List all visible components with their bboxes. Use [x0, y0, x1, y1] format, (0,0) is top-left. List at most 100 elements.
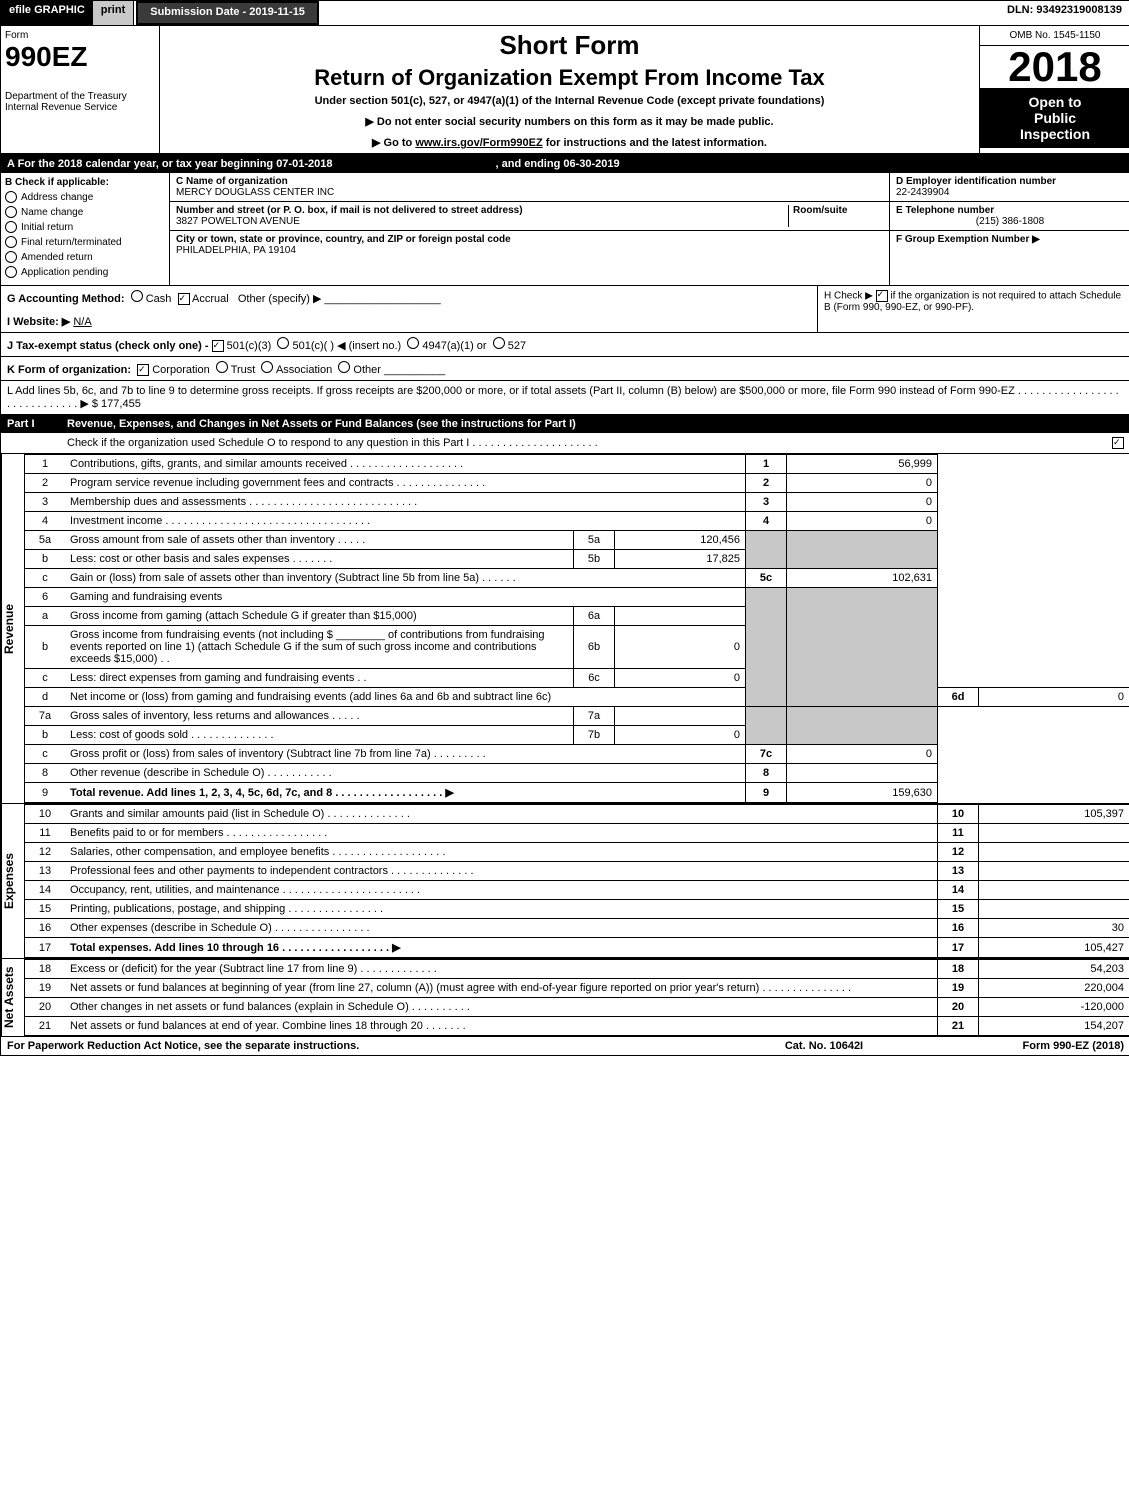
line-desc: Other changes in net assets or fund bala… — [65, 998, 938, 1017]
line-num: 3 — [25, 493, 66, 512]
sub-ref: 5b — [574, 550, 615, 569]
city-label: City or town, state or province, country… — [176, 234, 883, 245]
form-label: Form — [5, 30, 155, 41]
j-opt3: 4947(a)(1) or — [422, 340, 486, 352]
line-val: 30 — [979, 919, 1129, 938]
cb-527[interactable] — [493, 337, 505, 349]
section-k: K Form of organization: Corporation Trus… — [1, 357, 1129, 381]
k-label: K Form of organization: — [7, 364, 131, 376]
line-desc: Professional fees and other payments to … — [65, 862, 938, 881]
cb-final-return[interactable]: Final return/terminated — [5, 236, 165, 248]
line-desc: Investment income . . . . . . . . . . . … — [65, 512, 746, 531]
tax-period: A For the 2018 calendar year, or tax yea… — [1, 155, 1129, 173]
line-val — [979, 900, 1129, 919]
line-desc: Less: cost of goods sold . . . . . . . .… — [65, 726, 574, 745]
line-num: 12 — [25, 843, 66, 862]
gh-row: G Accounting Method: Cash Accrual Other … — [1, 286, 1129, 333]
phone-value: (215) 386-1808 — [896, 216, 1124, 227]
line-val: 0 — [787, 474, 938, 493]
subtitle: Under section 501(c), 527, or 4947(a)(1)… — [164, 95, 975, 107]
section-b: B Check if applicable: Address change Na… — [1, 173, 170, 285]
line-ref: 14 — [938, 881, 979, 900]
part1-title: Revenue, Expenses, and Changes in Net As… — [67, 418, 576, 430]
org-name: MERCY DOUGLASS CENTER INC — [176, 187, 883, 198]
line-10: 10Grants and similar amounts paid (list … — [25, 805, 1129, 824]
line-5a: 5a Gross amount from sale of assets othe… — [25, 531, 1129, 550]
cb-accrual[interactable] — [178, 293, 190, 305]
cb-schedule-b[interactable] — [876, 290, 888, 302]
sub-ref: 7a — [574, 707, 615, 726]
street-label: Number and street (or P. O. box, if mail… — [176, 205, 788, 216]
line-val — [979, 843, 1129, 862]
line-ref: 10 — [938, 805, 979, 824]
line-desc: Net assets or fund balances at beginning… — [65, 979, 938, 998]
line-6: 6 Gaming and fundraising events — [25, 588, 1129, 607]
line-val — [787, 764, 938, 783]
line-val: 0 — [787, 493, 938, 512]
line-val — [979, 862, 1129, 881]
line-15: 15Printing, publications, postage, and s… — [25, 900, 1129, 919]
l-text: L Add lines 5b, 6c, and 7b to line 9 to … — [7, 385, 1119, 410]
cb-corporation[interactable] — [137, 364, 149, 376]
dept-irs: Internal Revenue Service — [5, 102, 155, 113]
cb-address-change[interactable]: Address change — [5, 191, 165, 203]
revenue-section: Revenue 1 Contributions, gifts, grants, … — [1, 454, 1129, 804]
line-20: 20Other changes in net assets or fund ba… — [25, 998, 1129, 1017]
line-desc: Membership dues and assessments . . . . … — [65, 493, 746, 512]
line-num: 18 — [25, 960, 66, 979]
submission-date: Submission Date - 2019-11-15 — [136, 1, 319, 25]
ein-row: D Employer identification number 22-2439… — [890, 173, 1129, 202]
line-desc: Net income or (loss) from gaming and fun… — [65, 688, 746, 707]
print-button[interactable]: print — [93, 1, 134, 25]
cb-4947[interactable] — [407, 337, 419, 349]
line-num: b — [25, 726, 66, 745]
cb-cash[interactable] — [131, 290, 143, 302]
line-num: 8 — [25, 764, 66, 783]
line-num: 13 — [25, 862, 66, 881]
line-val: 56,999 — [787, 455, 938, 474]
irs-link[interactable]: www.irs.gov/Form990EZ — [415, 137, 542, 149]
cb-application-pending[interactable]: Application pending — [5, 266, 165, 278]
org-name-row: C Name of organization MERCY DOUGLASS CE… — [170, 173, 889, 202]
line-11: 11Benefits paid to or for members . . . … — [25, 824, 1129, 843]
return-title: Return of Organization Exempt From Incom… — [164, 65, 975, 91]
line-desc: Gross profit or (loss) from sales of inv… — [65, 745, 746, 764]
line-6c: c Less: direct expenses from gaming and … — [25, 669, 1129, 688]
cb-other-org[interactable] — [338, 361, 350, 373]
line-5b: b Less: cost or other basis and sales ex… — [25, 550, 1129, 569]
line-val: 0 — [787, 512, 938, 531]
cb-501c3[interactable] — [212, 340, 224, 352]
line-17: 17Total expenses. Add lines 10 through 1… — [25, 938, 1129, 958]
line-desc: Gross income from gaming (attach Schedul… — [65, 607, 574, 626]
expenses-table: 10Grants and similar amounts paid (list … — [24, 804, 1129, 958]
line-desc: Total revenue. Add lines 1, 2, 3, 4, 5c,… — [65, 783, 746, 803]
cb-label: Name change — [21, 207, 83, 218]
cb-initial-return[interactable]: Initial return — [5, 221, 165, 233]
line-val: 0 — [979, 688, 1129, 707]
j-opt2: 501(c)( ) ◀ (insert no.) — [292, 340, 401, 352]
line-desc: Less: direct expenses from gaming and fu… — [65, 669, 574, 688]
sub-val: 120,456 — [615, 531, 746, 550]
shaded-cell — [746, 707, 787, 745]
line-desc: Net assets or fund balances at end of ye… — [65, 1017, 938, 1036]
cb-association[interactable] — [261, 361, 273, 373]
efile-badge: efile GRAPHIC — [1, 1, 93, 25]
line-16: 16Other expenses (describe in Schedule O… — [25, 919, 1129, 938]
line-5c: c Gain or (loss) from sale of assets oth… — [25, 569, 1129, 588]
sub-ref: 7b — [574, 726, 615, 745]
line-num: 14 — [25, 881, 66, 900]
form-ref: Form 990-EZ (2018) — [924, 1040, 1124, 1052]
line-num: c — [25, 669, 66, 688]
sub-val: 17,825 — [615, 550, 746, 569]
cb-amended-return[interactable]: Amended return — [5, 251, 165, 263]
cb-501c[interactable] — [277, 337, 289, 349]
open-line1: Open to — [986, 94, 1124, 110]
accrual-label: Accrual — [192, 293, 229, 305]
cb-schedule-o[interactable] — [1112, 437, 1124, 449]
cb-name-change[interactable]: Name change — [5, 206, 165, 218]
line-12: 12Salaries, other compensation, and empl… — [25, 843, 1129, 862]
form-container: efile GRAPHIC print Submission Date - 20… — [0, 0, 1129, 1056]
line-desc: Total expenses. Add lines 10 through 16 … — [65, 938, 938, 958]
cb-trust[interactable] — [216, 361, 228, 373]
form-footer: For Paperwork Reduction Act Notice, see … — [1, 1037, 1129, 1055]
